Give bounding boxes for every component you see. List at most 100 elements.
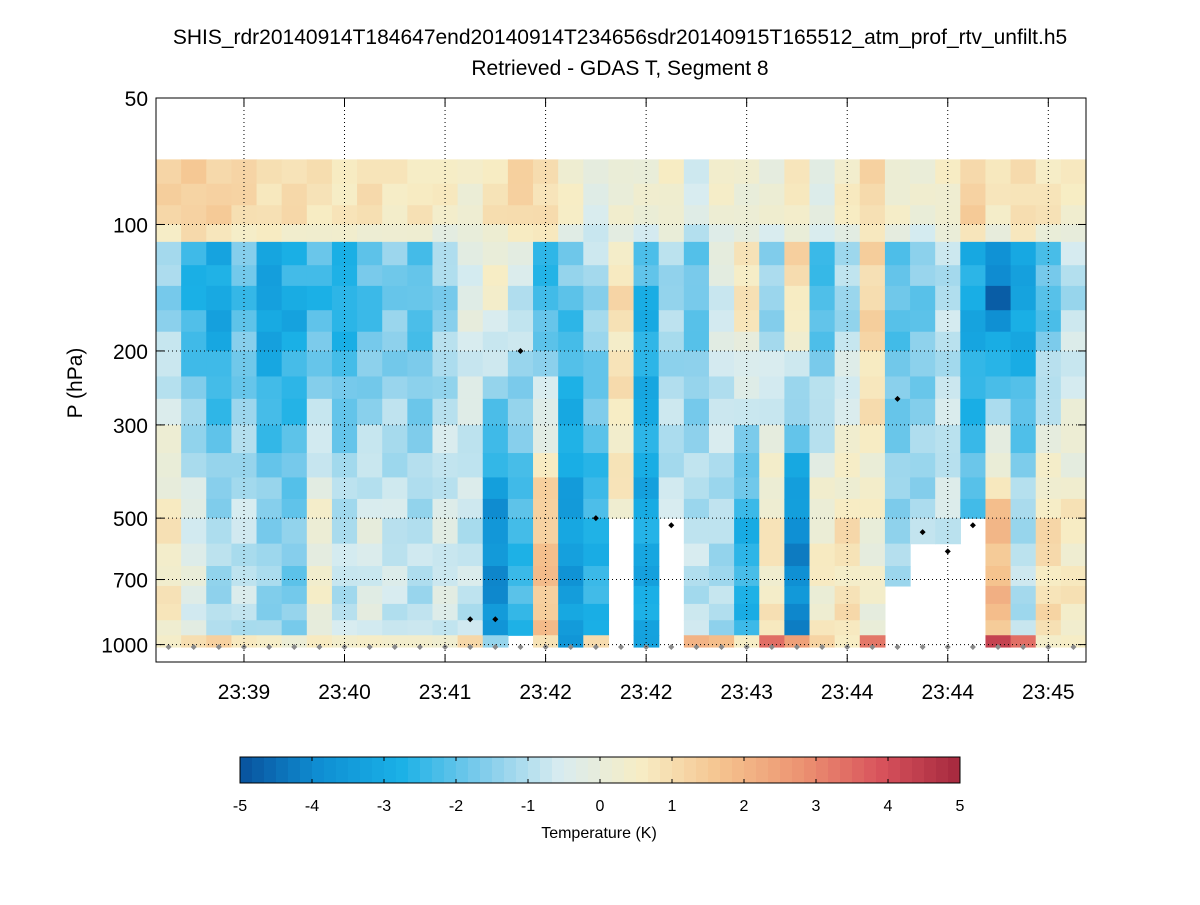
colorbar-tick-label: 4 [884,798,893,815]
heatmap-cell [860,620,886,636]
heatmap-cell [407,159,433,184]
heatmap-cell [885,265,911,286]
heatmap-cell [734,586,760,605]
heatmap-cell [608,351,634,377]
heatmap-cell [307,620,333,636]
heatmap-cell [835,159,861,184]
heatmap-cell [432,159,458,184]
heatmap-cell [784,159,810,184]
heatmap-cell [608,224,634,242]
heatmap-cell [684,399,710,426]
heatmap-cell [1061,265,1087,286]
heatmap-cell [332,566,358,587]
heatmap-cell [558,242,584,266]
heatmap-cell [684,544,710,567]
heatmap-cell [885,205,911,225]
heatmap-cell [483,620,509,636]
heatmap-cell [659,332,685,352]
heatmap-cell [432,310,458,332]
heatmap-cell [533,477,559,499]
heatmap-cell [407,265,433,286]
heatmap-cell [860,242,886,266]
colorbar-segment [360,757,373,783]
heatmap-cell [483,477,509,499]
heatmap-cell [860,332,886,352]
heatmap-cell [684,224,710,242]
heatmap-cell [935,265,961,286]
heatmap-cell [659,205,685,225]
heatmap-cell [382,351,408,377]
heatmap-cell [257,566,283,587]
heatmap-cell [382,604,408,621]
colorbar-segment [252,757,265,783]
heatmap-cell [759,205,785,225]
heatmap [156,159,1087,647]
heatmap-cell [759,566,785,587]
heatmap-cell [583,242,609,266]
heatmap-cell [181,205,207,225]
heatmap-cell [1011,242,1037,266]
heatmap-cell [357,242,383,266]
colorbar-segment [408,757,421,783]
colorbar-segment [300,757,313,783]
heatmap-cell [885,518,911,544]
heatmap-cell [583,224,609,242]
heatmap-cell [860,205,886,225]
heatmap-cell [659,242,685,266]
heatmap-cell [960,184,986,206]
heatmap-cell [382,332,408,352]
heatmap-cell [307,310,333,332]
heatmap-cell [1061,453,1087,478]
heatmap-cell [508,604,534,621]
heatmap-cell [960,477,986,499]
colorbar-segment [756,757,769,783]
heatmap-cell [960,376,986,399]
heatmap-cell [558,453,584,478]
heatmap-cell [508,477,534,499]
colorbar-tick-label: -4 [305,798,319,815]
heatmap-cell [860,265,886,286]
heatmap-cell [734,265,760,286]
heatmap-cell [810,604,836,621]
heatmap-cell [835,310,861,332]
heatmap-cell [558,566,584,587]
heatmap-cell [181,566,207,587]
heatmap-cell [458,453,484,478]
heatmap-cell [458,544,484,567]
heatmap-cell [558,586,584,605]
heatmap-cell [759,586,785,605]
heatmap-cell [533,586,559,605]
heatmap-cell [960,242,986,266]
heatmap-cell [382,184,408,206]
heatmap-cell [407,310,433,332]
heatmap-cell [910,184,936,206]
colorbar-segment [684,757,697,783]
heatmap-cell [382,242,408,266]
heatmap-cell [583,544,609,567]
heatmap-cell [357,544,383,567]
heatmap-cell [382,159,408,184]
colorbar-segment [612,757,625,783]
heatmap-cell [784,351,810,377]
heatmap-cell [885,224,911,242]
heatmap-cell [357,566,383,587]
heatmap-cell [1061,620,1087,636]
heatmap-cell [181,604,207,621]
heatmap-cell [784,376,810,399]
heatmap-cell [659,224,685,242]
heatmap-cell [985,586,1011,605]
heatmap-cell [533,265,559,286]
heatmap-cell [835,425,861,454]
heatmap-cell [332,586,358,605]
heatmap-cell [885,159,911,184]
y-tick-label: 500 [113,508,148,531]
heatmap-cell [935,224,961,242]
heatmap-cell [835,265,861,286]
heatmap-cell [181,310,207,332]
heatmap-cell [860,159,886,184]
heatmap-cell [533,159,559,184]
heatmap-cell [684,332,710,352]
heatmap-cell [483,159,509,184]
heatmap-cell [608,499,634,519]
heatmap-cell [1061,477,1087,499]
